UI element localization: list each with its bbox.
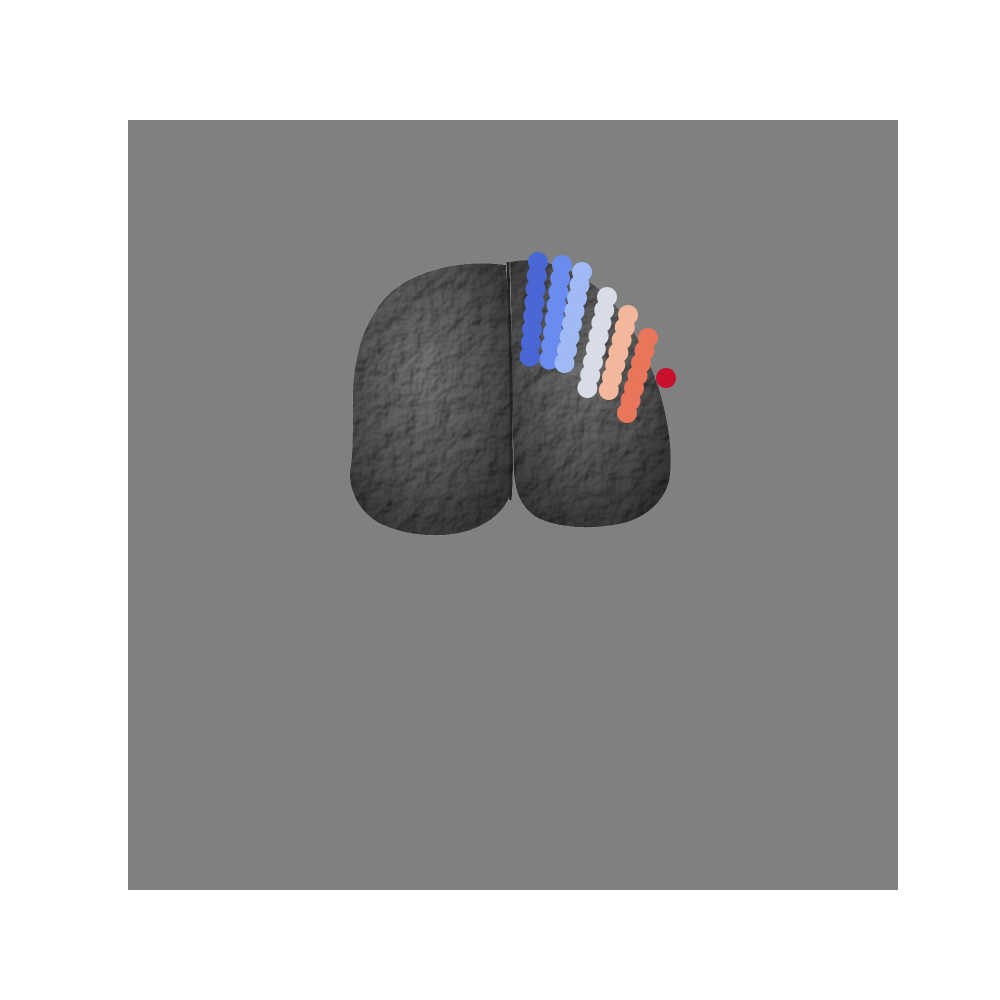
3d-viewport	[128, 120, 898, 890]
left-hemisphere	[349, 263, 514, 536]
viewport-background	[128, 120, 898, 890]
electrode-contact	[519, 346, 540, 367]
electrode-grid	[519, 252, 676, 423]
electrode-contact	[554, 353, 575, 373]
electrode-contact	[617, 403, 637, 423]
electrode-contact	[539, 349, 560, 370]
electrode-contact	[598, 380, 619, 400]
longitudinal-fissure	[506, 261, 513, 501]
electrode-contact	[577, 378, 598, 398]
brain-render	[128, 120, 898, 890]
electrode-contact	[656, 368, 676, 388]
